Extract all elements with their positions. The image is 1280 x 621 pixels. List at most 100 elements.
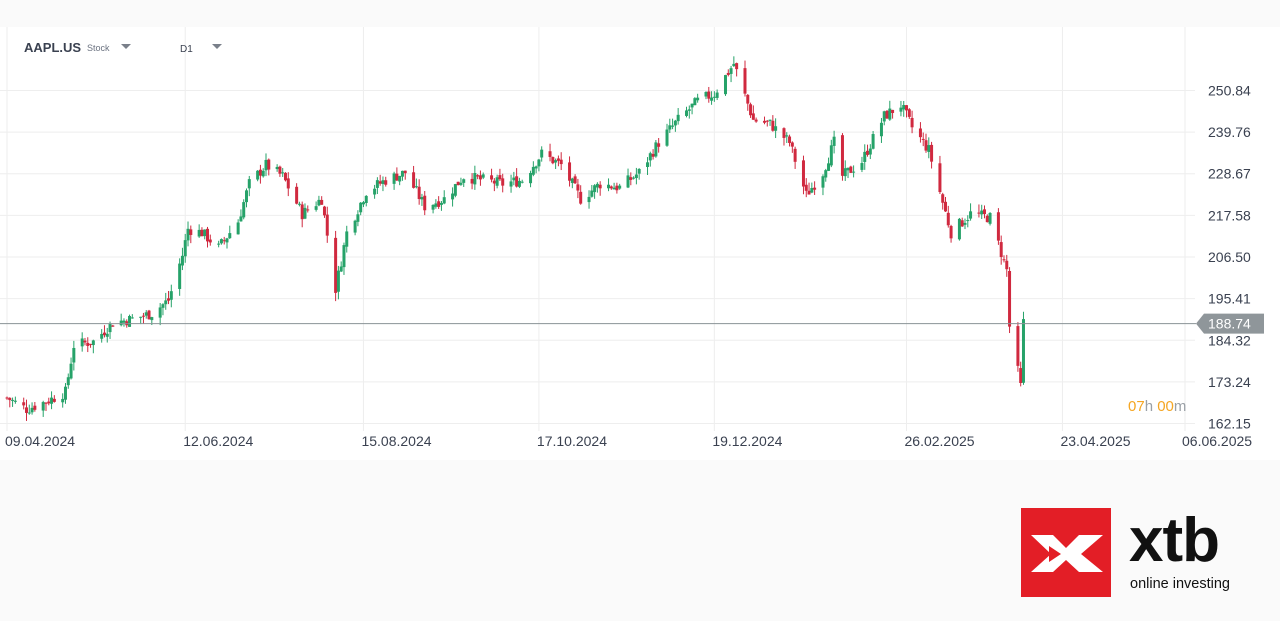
candle-body — [128, 315, 132, 327]
candle-body — [403, 170, 407, 174]
candle-body — [381, 180, 385, 184]
candle-body — [169, 291, 173, 300]
candle-body — [1016, 326, 1020, 366]
candle-body — [478, 175, 482, 180]
candle-body — [66, 377, 70, 386]
candle-body — [267, 159, 271, 170]
candle-body — [746, 94, 750, 104]
candle-body — [793, 148, 797, 162]
candle-body — [334, 237, 338, 293]
candle-body — [704, 91, 708, 97]
candle-body — [548, 151, 552, 157]
candle-body — [882, 111, 886, 122]
candle-body — [164, 300, 168, 305]
candle-body — [960, 220, 964, 227]
candle-body — [537, 159, 541, 167]
candle-body — [208, 239, 212, 243]
candle-body — [258, 169, 262, 176]
candle-body — [676, 114, 680, 122]
candle-body — [481, 174, 485, 178]
candle-body — [417, 186, 421, 200]
candle-body — [646, 162, 650, 168]
candle-body — [375, 180, 379, 188]
candle-body — [629, 177, 633, 180]
timeframe-dropdown-icon[interactable] — [212, 44, 222, 49]
candle-body — [1008, 270, 1012, 327]
candle-body — [595, 183, 599, 188]
candle-body — [729, 68, 733, 74]
candle-body — [108, 323, 112, 333]
candle-body — [612, 187, 616, 190]
candle-body — [398, 175, 402, 182]
candle-body — [732, 63, 736, 67]
candle-body — [278, 166, 282, 174]
candle-body — [517, 180, 521, 187]
candle-body — [891, 109, 895, 114]
candle-body — [693, 98, 697, 106]
x-tick-label: 09.04.2024 — [5, 433, 75, 449]
candle-body — [161, 304, 165, 308]
candle-countdown: 07h 00m — [1128, 398, 1186, 415]
candle-body — [790, 142, 794, 147]
candle-body — [86, 342, 90, 346]
candle-body — [203, 229, 207, 237]
candle-body — [147, 310, 151, 320]
candle-body — [111, 325, 115, 327]
candle-body — [342, 245, 346, 268]
xtb-x-icon — [1031, 535, 1103, 572]
candle-body — [999, 242, 1003, 258]
candle-body — [47, 401, 51, 404]
chart-panel[interactable]: 09.04.2024 12.06.2024 15.08.2024 17.10.2024… — [0, 27, 1280, 460]
candle-body — [579, 191, 583, 204]
candle-body — [244, 190, 248, 203]
candle-body — [44, 402, 48, 404]
candle-body — [89, 343, 93, 345]
candle-body — [322, 206, 326, 216]
candle-body — [451, 193, 455, 200]
candle-body — [52, 398, 56, 402]
candle-body — [554, 160, 558, 163]
price-chart[interactable]: 09.04.2024 12.06.2024 15.08.2024 17.10.2024… — [0, 27, 1280, 460]
xtb-tagline: online investing — [1130, 576, 1230, 592]
candle-body — [531, 166, 535, 175]
candle-body — [91, 340, 95, 346]
candle-body — [632, 177, 636, 179]
candle-body — [281, 172, 285, 174]
candle-body — [30, 407, 34, 413]
candle-body — [186, 228, 190, 241]
candle-body — [1019, 368, 1023, 383]
candle-body — [27, 412, 31, 414]
candle-body — [275, 166, 279, 170]
xtb-logo: xtb online investing — [1021, 508, 1249, 597]
timeframe-label[interactable]: D1 — [180, 44, 193, 55]
candle-body — [412, 172, 416, 188]
symbol-label[interactable]: AAPL.US — [24, 40, 82, 55]
candle-body — [637, 168, 641, 174]
candle-body — [685, 110, 689, 116]
candle-body — [80, 338, 84, 347]
candle-body — [801, 160, 805, 187]
candle-body — [804, 184, 808, 191]
candle-body — [356, 214, 360, 222]
x-tick-label: 15.08.2024 — [361, 433, 431, 449]
x-tick-label: 26.02.2025 — [905, 433, 975, 449]
y-tick-label: 162.15 — [1208, 416, 1251, 432]
candle-body — [303, 207, 307, 219]
candle-body — [657, 143, 661, 147]
candle-body — [966, 220, 970, 222]
candle-body — [437, 201, 441, 207]
candle-body — [615, 185, 619, 191]
symbol-dropdown-icon[interactable] — [121, 44, 131, 49]
candle-body — [167, 298, 171, 301]
candle-body — [470, 178, 474, 184]
candle-body — [41, 402, 45, 411]
candle-body — [239, 216, 243, 222]
candle-body — [228, 233, 232, 239]
candle-body — [256, 170, 260, 180]
candle-body — [846, 167, 850, 171]
candle-body — [879, 122, 883, 137]
candle-body — [373, 188, 377, 195]
y-tick-label: 239.76 — [1208, 124, 1251, 140]
candle-body — [651, 153, 655, 157]
candle-body — [1005, 260, 1009, 270]
